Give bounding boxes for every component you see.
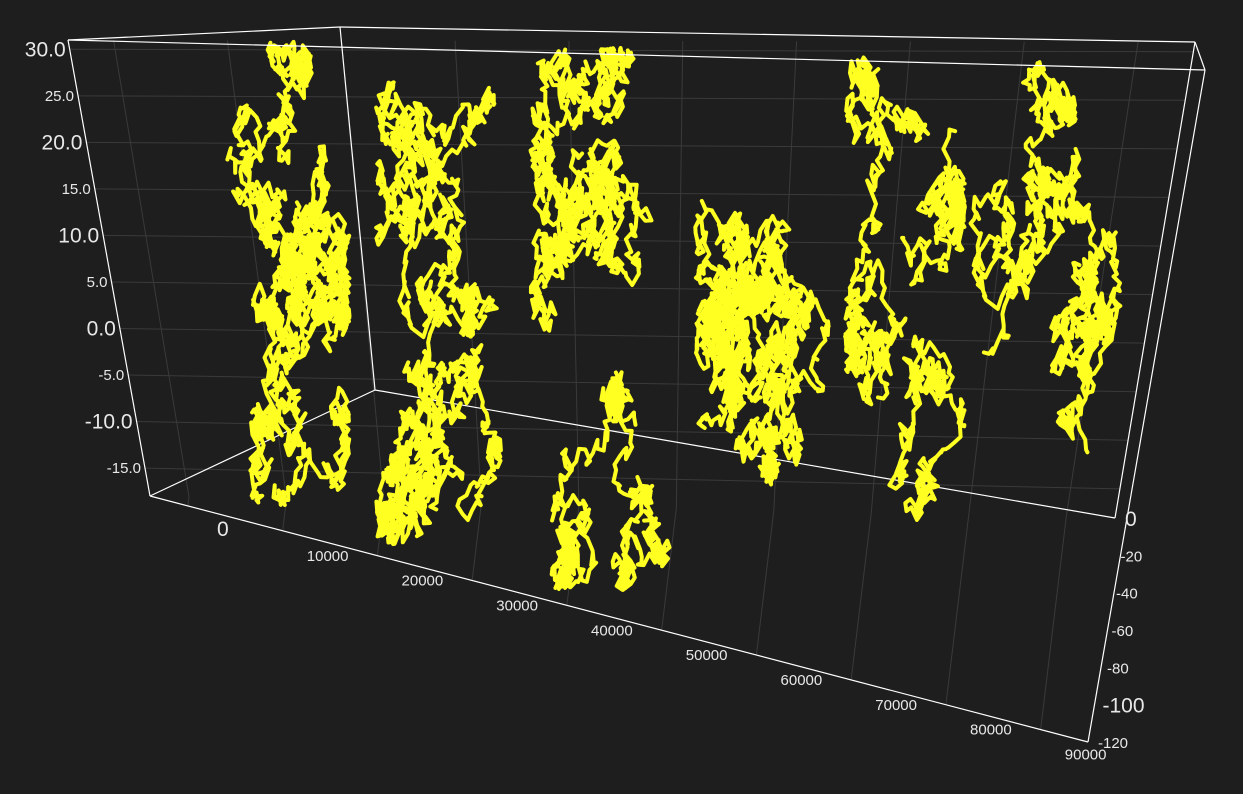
y-tick-label: 5.0 bbox=[87, 274, 108, 291]
z-tick-label: -100 bbox=[1103, 695, 1145, 718]
grid-line-floor bbox=[945, 514, 970, 705]
series-layer bbox=[225, 39, 1123, 592]
x-tick-label: 40000 bbox=[591, 622, 633, 639]
x-tick-label: 60000 bbox=[781, 672, 823, 689]
series-line bbox=[843, 258, 908, 407]
grid-line-y bbox=[69, 48, 1194, 53]
x-tick-label: 0 bbox=[217, 518, 229, 541]
z-tick-label: -120 bbox=[1098, 735, 1128, 752]
x-tick-label: 90000 bbox=[1065, 747, 1107, 764]
x-tick-label: 10000 bbox=[307, 548, 349, 565]
box-edge bbox=[339, 26, 1196, 43]
x-tick-label: 80000 bbox=[970, 722, 1012, 739]
grid-line-x bbox=[568, 40, 580, 506]
bounding-box-front bbox=[67, 39, 1206, 743]
series-line bbox=[225, 39, 314, 207]
box-edge bbox=[339, 26, 376, 391]
y-axis-ticks: 30.0 25.0 20.0 15.0 10.0 5.0 0.0 -5.0 -10.0 -15.0 bbox=[25, 38, 141, 477]
y-tick-label: -5.0 bbox=[98, 367, 124, 384]
series-line bbox=[542, 127, 631, 240]
grid-line-floor bbox=[755, 510, 775, 656]
grid-line-x bbox=[454, 40, 482, 504]
box-edge bbox=[149, 495, 1089, 743]
series-line bbox=[528, 182, 654, 333]
series-line bbox=[385, 372, 449, 526]
series-line bbox=[733, 338, 804, 487]
series-line bbox=[374, 80, 497, 246]
y-tick-label: -15.0 bbox=[107, 460, 141, 477]
grid-line-x bbox=[1065, 41, 1139, 517]
grid-line-y bbox=[86, 141, 1178, 150]
y-tick-label: 25.0 bbox=[45, 88, 74, 105]
series-line bbox=[1051, 228, 1122, 385]
y-tick-label: 15.0 bbox=[62, 181, 91, 198]
y-tick-label: -10.0 bbox=[85, 411, 133, 434]
z-tick-label: -40 bbox=[1116, 586, 1138, 603]
series-line bbox=[397, 207, 499, 384]
z-tick-label: -80 bbox=[1107, 660, 1129, 677]
z-axis-ticks: 0 -20 -40 -60 -80 -100 -120 bbox=[1098, 508, 1145, 752]
series-line bbox=[528, 46, 636, 243]
x-tick-label: 20000 bbox=[402, 573, 444, 590]
grid-line-y bbox=[128, 374, 1137, 393]
box-edge bbox=[67, 26, 341, 41]
y-tick-label: 10.0 bbox=[58, 224, 99, 247]
x-tick-label: 50000 bbox=[686, 647, 728, 664]
z-tick-label: -20 bbox=[1121, 548, 1143, 565]
box-edge bbox=[1114, 41, 1196, 519]
x-axis-ticks: 0 10000 20000 30000 40000 50000 60000 70000 8000… bbox=[217, 518, 1106, 764]
series-line bbox=[1021, 60, 1091, 225]
grid-line-floor bbox=[471, 503, 482, 581]
box-edge bbox=[67, 39, 151, 497]
grid-line-y bbox=[144, 467, 1120, 490]
y-tick-label: 0.0 bbox=[87, 317, 116, 340]
series-line bbox=[900, 127, 967, 287]
series-line bbox=[549, 370, 638, 591]
z-tick-label: 0 bbox=[1125, 508, 1137, 531]
y-tick-label: 30.0 bbox=[25, 38, 66, 61]
grid-line-floor bbox=[1040, 516, 1067, 730]
series-line bbox=[1049, 154, 1123, 455]
box-edge bbox=[1194, 41, 1206, 71]
series-line bbox=[844, 55, 931, 311]
box-edge bbox=[67, 39, 1206, 71]
grid-line-floor bbox=[187, 496, 190, 506]
x-tick-label: 30000 bbox=[496, 597, 538, 614]
z-tick-label: -60 bbox=[1112, 623, 1134, 640]
series-line bbox=[968, 172, 1066, 356]
y-tick-label: 20.0 bbox=[42, 131, 83, 154]
series-line bbox=[887, 334, 967, 522]
series-line bbox=[260, 207, 352, 372]
grid-line-x bbox=[675, 41, 684, 509]
grid-line-y bbox=[78, 95, 1186, 101]
grid-line-floor bbox=[850, 512, 872, 680]
series-line bbox=[716, 214, 804, 359]
grid-line-x bbox=[968, 41, 1025, 515]
grid-line-x bbox=[113, 39, 190, 497]
x-tick-label: 70000 bbox=[875, 697, 917, 714]
box-edge bbox=[1087, 69, 1206, 743]
series-line bbox=[605, 379, 672, 592]
series-line bbox=[248, 346, 352, 507]
grid-line-floor bbox=[661, 507, 677, 631]
